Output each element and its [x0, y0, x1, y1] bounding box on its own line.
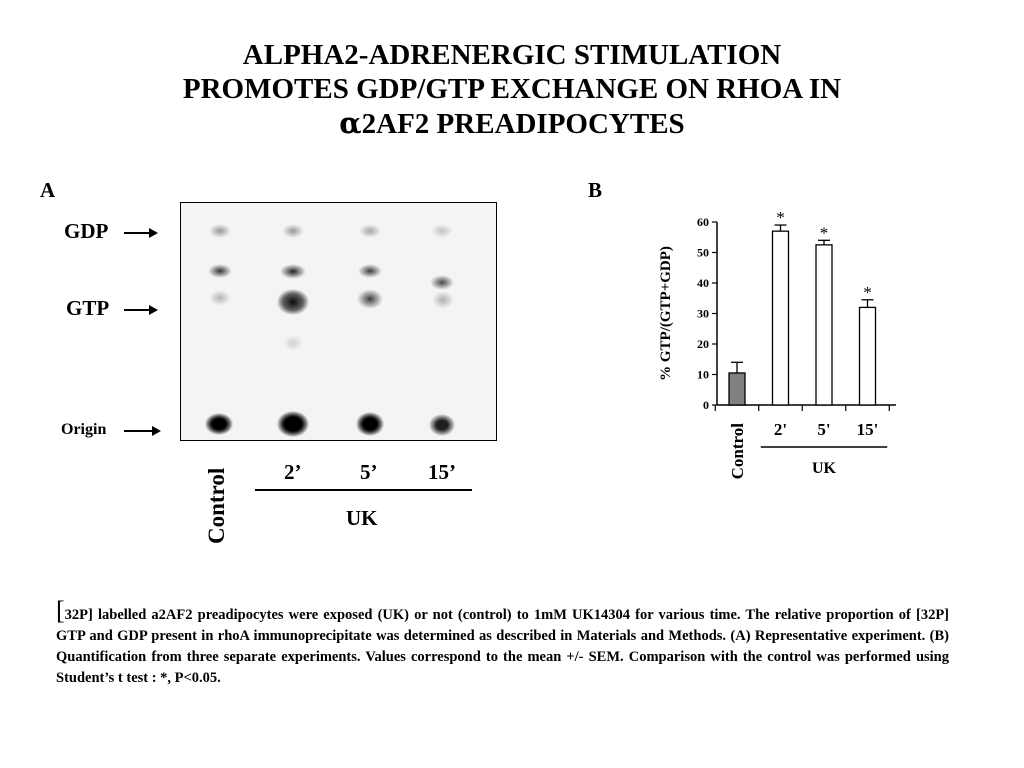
title-line-1: ALPHA2-ADRENERGIC STIMULATION: [242, 39, 782, 71]
spot-2-gdp: [282, 224, 304, 238]
gdp-arrow-line: [124, 232, 149, 234]
spot-2-upper: [280, 264, 306, 279]
spot-control-gtp: [209, 290, 231, 306]
y-tick-label: 10: [697, 368, 709, 382]
spot-5-upper: [358, 264, 382, 278]
significance-star-2: *: [820, 223, 829, 242]
uk-label-a: UK: [346, 506, 378, 530]
title-line-3-text: 2AF2 PREADIPOCYTES: [361, 108, 685, 140]
y-tick-label: 20: [697, 337, 709, 351]
origin-arrow-line: [124, 430, 152, 432]
x-tick-label: 15': [857, 420, 879, 439]
bar-0: [728, 372, 746, 406]
y-tick-label: 50: [697, 246, 709, 260]
spot-15-gtp: [432, 291, 454, 309]
spot-control-gdp: [209, 224, 231, 238]
gtp-marker-label: GTP: [66, 296, 110, 320]
figure-caption: [32P] labelled a2AF2 preadipocytes were …: [56, 598, 949, 689]
spot-control-upper: [208, 264, 232, 278]
panel-b-letter: B: [588, 178, 603, 202]
origin-arrow-icon: [152, 426, 161, 436]
tlc-autoradiograph: [180, 202, 497, 441]
bar-1: [771, 230, 790, 406]
gtp-arrow-icon: [149, 305, 158, 315]
bar-chart: 0 10 20 30 40 50 60 % GTP/(GTP+GDP) UK Control * 2…: [658, 208, 896, 480]
spot-2-gtp: [277, 289, 309, 315]
bar-2: [815, 244, 833, 406]
gtp-arrow-line: [124, 309, 149, 311]
title-line-2: PROMOTES GDP/GTP EXCHANGE ON RHOA IN: [182, 73, 842, 105]
spot-15-origin: [429, 414, 455, 436]
x-tick-label: 5': [817, 420, 830, 439]
y-tick-label: 0: [703, 398, 709, 412]
y-tick-label: 60: [697, 215, 709, 229]
spot-5-gdp: [359, 224, 381, 238]
caption-text: 32P] labelled a2AF2 preadipocytes were e…: [56, 607, 949, 686]
bar-3: [858, 306, 877, 406]
y-tick-label: 40: [697, 276, 709, 290]
caption-bracket: [: [56, 596, 65, 625]
gdp-arrow-icon: [149, 228, 158, 238]
alpha-symbol: α: [339, 106, 362, 140]
lane-label-15: 15’: [428, 460, 456, 484]
spot-15-gdp: [431, 224, 453, 238]
uk-label-b: UK: [812, 460, 837, 477]
origin-marker-label: Origin: [61, 421, 107, 438]
lane-label-control: Control: [204, 467, 229, 544]
x-tick-label-control: Control: [728, 423, 747, 480]
spot-5-origin: [356, 412, 384, 436]
spot-5-gtp: [357, 289, 383, 309]
x-tick-label: 2': [774, 420, 787, 439]
lane-label-5: 5’: [360, 460, 378, 484]
y-tick-label: 30: [697, 307, 709, 321]
spot-control-origin: [205, 413, 233, 435]
spot-15-upper: [430, 275, 454, 290]
spot-2-origin: [277, 411, 309, 437]
title-line-3: α2AF2 PREADIPOCYTES: [0, 106, 1024, 141]
significance-star-3: *: [863, 283, 872, 302]
gdp-marker-label: GDP: [64, 219, 109, 243]
uk-bracket-line-a: [255, 489, 472, 491]
slide-title: ALPHA2-ADRENERGIC STIMULATION PROMOTES G…: [0, 38, 1024, 141]
spot-2-smear: [283, 335, 303, 351]
lane-label-2: 2’: [284, 460, 302, 484]
y-axis-label: % GTP/(GTP+GDP): [658, 246, 674, 381]
significance-star-1: *: [776, 208, 785, 227]
panel-a-letter: A: [40, 178, 56, 202]
